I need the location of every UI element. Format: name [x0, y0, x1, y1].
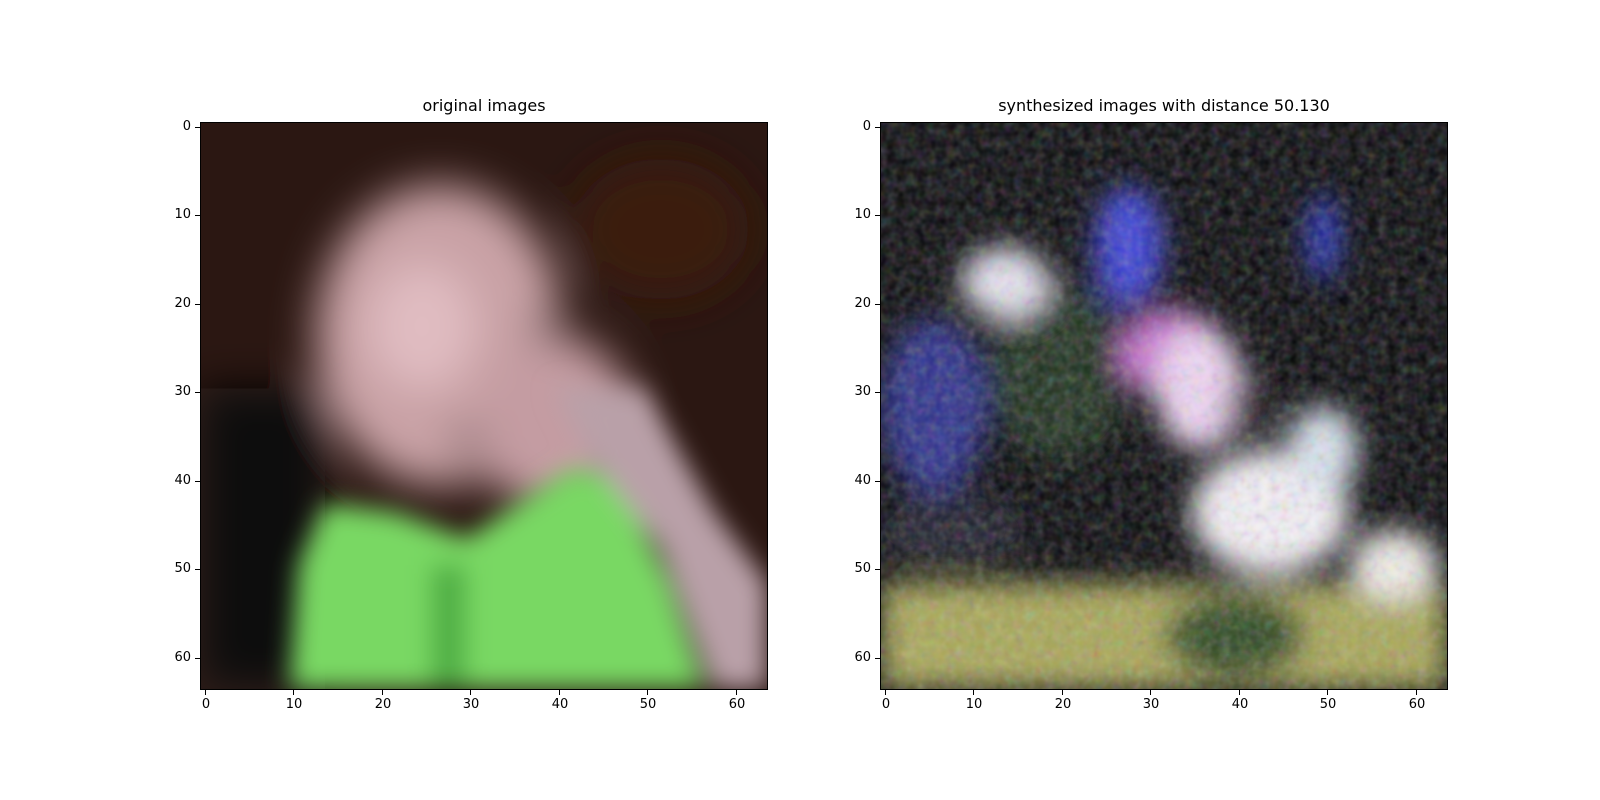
x-tick-mark [382, 690, 383, 695]
x-tick-label: 20 [374, 697, 392, 712]
y-tick-mark [875, 127, 880, 128]
x-tick-mark [1327, 690, 1328, 695]
y-tick-mark [195, 569, 200, 570]
x-tick-mark [470, 690, 471, 695]
y-tick-mark [195, 481, 200, 482]
y-tick-label: 60 [854, 650, 871, 665]
y-tick-label: 20 [174, 296, 191, 311]
y-tick-mark [875, 481, 880, 482]
x-tick-mark [1062, 690, 1063, 695]
y-tick-mark [875, 658, 880, 659]
y-tick-label: 50 [174, 561, 191, 576]
x-tick-mark [1239, 690, 1240, 695]
x-tick-label: 0 [201, 697, 211, 712]
y-tick-label: 10 [174, 207, 191, 222]
original-image-render [201, 123, 767, 689]
x-tick-mark [559, 690, 560, 695]
y-tick-label: 20 [854, 296, 871, 311]
x-tick-mark [1150, 690, 1151, 695]
x-tick-mark [647, 690, 648, 695]
x-tick-mark [1416, 690, 1417, 695]
y-tick-label: 60 [174, 650, 191, 665]
x-tick-label: 10 [965, 697, 983, 712]
y-tick-label: 0 [182, 119, 191, 134]
x-tick-label: 30 [1142, 697, 1160, 712]
panel-title-original: original images [422, 96, 546, 115]
y-tick-mark [875, 392, 880, 393]
x-tick-label: 60 [1408, 697, 1426, 712]
x-tick-label: 40 [1231, 697, 1249, 712]
x-tick-mark [293, 690, 294, 695]
y-tick-mark [195, 304, 200, 305]
y-tick-mark [875, 569, 880, 570]
x-tick-mark [205, 690, 206, 695]
y-tick-mark [875, 215, 880, 216]
synthesized-image [880, 122, 1448, 690]
y-tick-label: 10 [854, 207, 871, 222]
y-tick-label: 40 [854, 473, 871, 488]
x-tick-label: 30 [462, 697, 480, 712]
y-tick-label: 50 [854, 561, 871, 576]
original-image [200, 122, 768, 690]
y-tick-mark [195, 658, 200, 659]
x-tick-label: 10 [285, 697, 303, 712]
y-tick-mark [195, 127, 200, 128]
synthesized-image-render [881, 123, 1447, 689]
y-tick-label: 30 [854, 384, 871, 399]
x-tick-label: 50 [1319, 697, 1337, 712]
x-tick-label: 60 [728, 697, 746, 712]
panel-title-synthesized: synthesized images with distance 50.130 [998, 96, 1330, 115]
y-tick-label: 0 [862, 119, 871, 134]
y-tick-mark [195, 392, 200, 393]
x-tick-mark [973, 690, 974, 695]
x-tick-mark [736, 690, 737, 695]
x-tick-label: 0 [881, 697, 891, 712]
y-tick-mark [875, 304, 880, 305]
x-tick-label: 40 [551, 697, 569, 712]
y-tick-label: 30 [174, 384, 191, 399]
x-tick-label: 20 [1054, 697, 1072, 712]
y-tick-mark [195, 215, 200, 216]
x-tick-label: 50 [639, 697, 657, 712]
x-tick-mark [885, 690, 886, 695]
y-tick-label: 40 [174, 473, 191, 488]
